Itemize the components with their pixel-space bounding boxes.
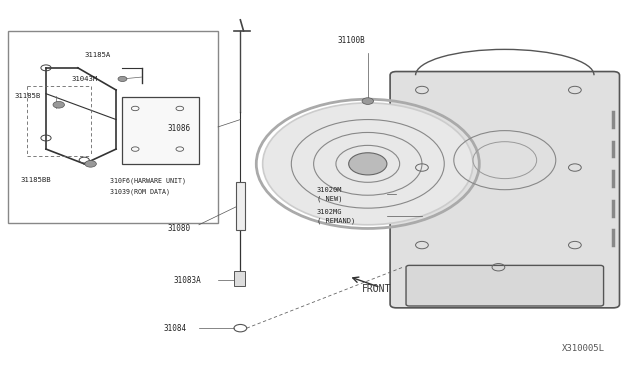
Text: 31100B: 31100B — [338, 36, 365, 45]
Text: 31086: 31086 — [167, 124, 190, 133]
Circle shape — [85, 161, 97, 167]
Text: 31185A: 31185A — [84, 52, 111, 58]
Circle shape — [362, 98, 374, 105]
Text: ( REMAND): ( REMAND) — [317, 218, 355, 224]
Bar — [122, 97, 199, 164]
Text: X310005L: X310005L — [562, 344, 605, 353]
Bar — [234, 271, 246, 286]
Text: ( NEW): ( NEW) — [317, 196, 342, 202]
FancyBboxPatch shape — [8, 31, 218, 223]
Bar — [236, 182, 246, 230]
Circle shape — [262, 103, 473, 225]
Circle shape — [349, 153, 387, 175]
Text: 31080: 31080 — [167, 224, 190, 233]
Text: 3102MG: 3102MG — [317, 209, 342, 215]
Text: 31185B: 31185B — [14, 93, 40, 99]
Text: 31083A: 31083A — [173, 276, 201, 285]
Circle shape — [118, 76, 127, 81]
Text: 31185BB: 31185BB — [20, 177, 51, 183]
FancyBboxPatch shape — [390, 71, 620, 308]
Text: FRONT: FRONT — [362, 284, 391, 294]
Circle shape — [53, 102, 65, 108]
FancyBboxPatch shape — [406, 265, 604, 306]
Text: 31084: 31084 — [164, 324, 187, 333]
Text: 31020M: 31020M — [317, 187, 342, 193]
Text: 310F6(HARWARE UNIT): 310F6(HARWARE UNIT) — [109, 177, 186, 184]
Text: 31039(ROM DATA): 31039(ROM DATA) — [109, 188, 170, 195]
Text: 31043M: 31043M — [72, 76, 98, 82]
